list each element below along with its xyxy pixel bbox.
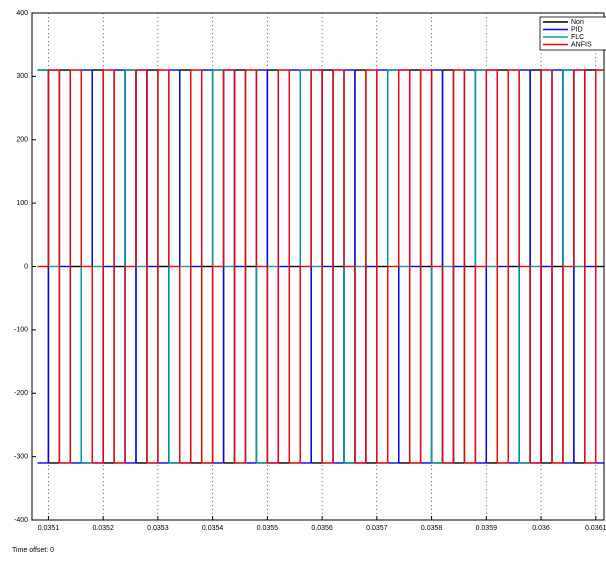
series xyxy=(37,69,604,464)
y-tick-label: -400 xyxy=(14,517,28,524)
legend-label: ANFIS xyxy=(571,41,592,48)
legend-label: FLC xyxy=(571,34,584,41)
y-tick-label: 100 xyxy=(16,200,28,207)
legend-label: Non xyxy=(571,19,584,26)
x-tick-label: 0.0361 xyxy=(585,525,606,532)
x-tick-label: 0.0352 xyxy=(92,525,114,532)
x-tick-label: 0.0358 xyxy=(421,525,443,532)
x-tick-label: 0.0353 xyxy=(147,525,169,532)
y-tick-label: 400 xyxy=(16,10,28,17)
x-tick-label: 0.0356 xyxy=(311,525,333,532)
x-tick-label: 0.036 xyxy=(532,525,550,532)
legend-label: PID xyxy=(571,26,583,33)
y-tick-label: -100 xyxy=(14,327,28,334)
x-tick-label: 0.0357 xyxy=(366,525,388,532)
series-lines xyxy=(37,69,604,464)
x-tick-label: 0.0351 xyxy=(38,525,60,532)
x-tick-label: 0.0355 xyxy=(257,525,279,532)
y-tick-label: 200 xyxy=(16,137,28,144)
time-offset: Time offset: 0 xyxy=(12,547,54,554)
x-tick-label: 0.0354 xyxy=(202,525,224,532)
y-tick-label: -300 xyxy=(14,453,28,460)
y-tick-label: 300 xyxy=(16,73,28,80)
x-tick-label: 0.0359 xyxy=(476,525,498,532)
y-tick-label: 0 xyxy=(24,263,28,270)
y-tick-label: -200 xyxy=(14,390,28,397)
axes: 0.0351 0.0352 0.0353 0.0354 0.0355 0.0356 0.03… xyxy=(14,10,606,532)
